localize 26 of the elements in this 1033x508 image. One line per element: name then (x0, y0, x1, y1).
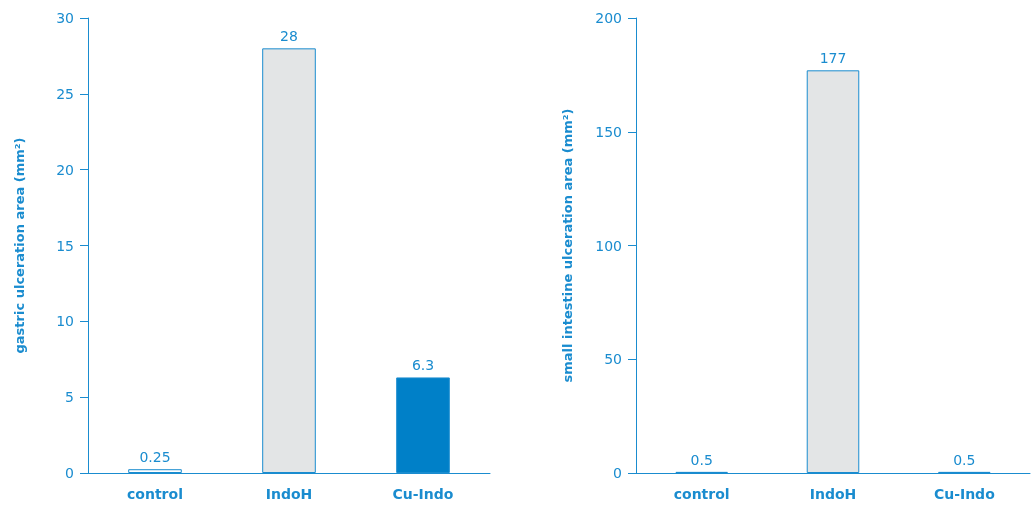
y-tick-label: 200 (595, 10, 622, 26)
y-tick-label: 25 (56, 85, 74, 102)
data-label: 177 (819, 50, 847, 67)
y-tick-label: 100 (595, 237, 622, 254)
x-tick-label: Cu-Indo (933, 486, 996, 502)
y-tick-label: 10 (56, 313, 74, 330)
data-label: 28 (280, 28, 298, 45)
data-label: 0.5 (953, 451, 976, 468)
y-tick-label: 15 (56, 237, 74, 254)
y-axis-title: gastric ulceration area (mm²) (12, 137, 27, 354)
y-tick-label: 0 (65, 465, 74, 481)
x-tick-label: control (127, 486, 183, 502)
x-tick-label: control (673, 486, 730, 502)
y-tick-label: 20 (56, 161, 74, 178)
x-tick-label: IndoH (265, 486, 313, 502)
data-label: 6.3 (411, 357, 435, 374)
y-tick-label: 150 (595, 123, 622, 140)
y-tick-label: 30 (56, 10, 74, 26)
y-tick-label: 0 (613, 465, 622, 481)
data-label: 0.5 (690, 451, 713, 468)
y-axis-title: small intestine ulceration area (mm²) (560, 108, 575, 383)
y-tick-label: 50 (604, 351, 622, 368)
y-tick-label: 5 (65, 389, 74, 406)
data-label: 0.25 (139, 449, 171, 466)
x-tick-label: Cu-Indo (392, 486, 454, 502)
x-tick-label: IndoH (809, 486, 857, 502)
